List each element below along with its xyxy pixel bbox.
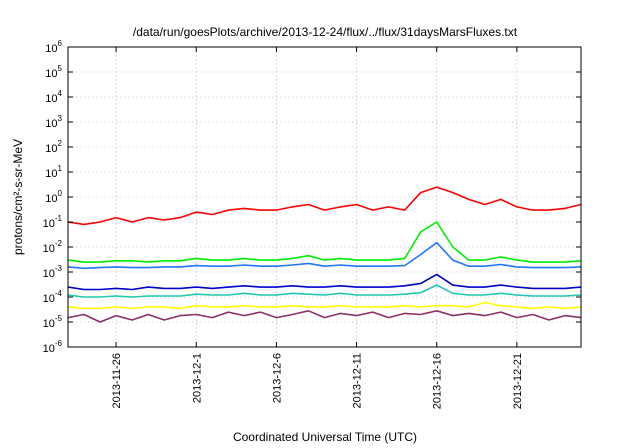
y-tick-label: 10-1 xyxy=(43,214,63,230)
grid xyxy=(68,47,581,347)
x-axis: 2013-11-26 2013-12-1 2013-12-6 2013-12-11 20… xyxy=(111,47,524,409)
y-tick-label: 10-3 xyxy=(43,264,63,280)
y-tick-label: 10-4 xyxy=(43,289,63,305)
y-tick-label: 100 xyxy=(45,189,62,205)
x-tick-label: 2013-12-16 xyxy=(432,353,444,409)
series-line xyxy=(67,273,582,291)
x-tick-label: 2013-12-21 xyxy=(512,353,524,409)
y-tick-label: 105 xyxy=(45,64,62,80)
y-tick-label: 101 xyxy=(45,164,62,180)
series-line xyxy=(67,284,582,298)
y-tick-label: 106 xyxy=(45,39,62,55)
chart-title: /data/run/goesPlots/archive/2013-12-24/f… xyxy=(133,25,518,39)
x-tick-label: 2013-12-11 xyxy=(352,353,364,408)
y-axis: 10-6 10-5 10-4 10-3 10-2 10-1 100 101 102 103 104 1… xyxy=(43,39,581,355)
y-tick-label: 10-2 xyxy=(43,239,63,255)
y-tick-label: 104 xyxy=(45,89,62,105)
series-group xyxy=(67,186,582,323)
y-tick-label: 103 xyxy=(45,114,62,130)
x-tick-label: 2013-12-6 xyxy=(271,353,283,403)
y-tick-label: 102 xyxy=(45,139,62,155)
x-tick-label: 2013-11-26 xyxy=(111,353,123,408)
y-tick-label: 10-5 xyxy=(43,314,63,330)
series-line xyxy=(67,301,582,310)
y-tick-label: 10-6 xyxy=(43,339,63,355)
x-axis-label: Coordinated Universal Time (UTC) xyxy=(233,430,417,444)
x-tick-label: 2013-12-1 xyxy=(191,353,203,403)
y-axis-label: protons/cm²-s-sr-MeV xyxy=(11,139,25,255)
series-line xyxy=(67,186,582,226)
series-line xyxy=(67,309,582,323)
series-line xyxy=(67,221,582,263)
series-line xyxy=(67,241,582,270)
